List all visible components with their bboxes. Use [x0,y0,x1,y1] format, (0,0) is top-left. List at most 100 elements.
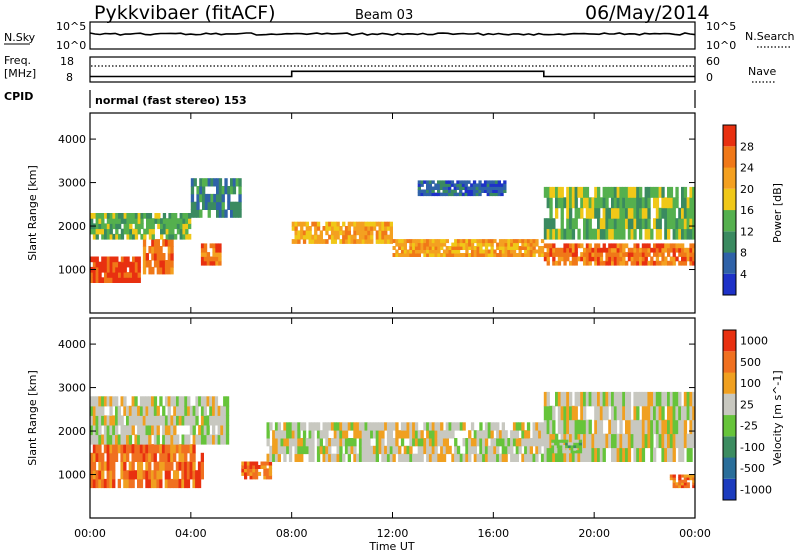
heatmap-cell [150,444,155,454]
heatmap-cell [384,445,388,455]
heatmap-cell [145,260,149,268]
heatmap-cell [316,430,321,439]
heatmap-cell [123,470,127,480]
heatmap-cell [461,183,466,187]
heatmap-cell [524,239,528,244]
heatmap-cell [647,207,651,219]
heatmap-cell [493,438,497,447]
heatmap-cell [300,445,304,455]
heatmap-cell [437,438,441,447]
heatmap-cell [200,252,205,257]
heatmap-cell [176,405,180,416]
heatmap-cell [650,260,654,266]
heatmap-cell [482,239,486,244]
heatmap-cell [109,425,113,436]
heatmap-cell [168,228,172,235]
heatmap-cell [565,442,569,446]
heatmap-cell [207,201,211,210]
heatmap-cell [217,415,221,426]
heatmap-cell [566,252,570,257]
heatmap-cell [302,230,307,236]
heatmap-cell [378,239,382,244]
colorbar-tick-label: 1000 [740,335,768,348]
heatmap-cell [588,433,592,449]
heatmap-cell [503,189,507,193]
heatmap-cell [95,233,99,240]
heatmap-cell [95,213,99,219]
heatmap-cell [202,193,206,203]
heatmap-cell [375,422,379,431]
heatmap-cell [540,453,545,462]
heatmap-cell [230,201,234,210]
heatmap-cell [230,186,234,195]
heatmap-cell [420,246,424,250]
heatmap-cell [142,425,146,436]
heatmap-cell [120,261,125,268]
heatmap-cell [521,253,525,257]
heatmap-cell [164,260,169,268]
heatmap-cell [549,218,553,230]
heatmap-cell [364,226,368,231]
heatmap-cell [112,396,116,407]
heatmap-cell [456,445,461,455]
heatmap-cell [675,405,679,421]
heatmap-cell [686,218,690,230]
heatmap-cell [658,419,662,435]
heatmap-cell [570,445,574,449]
heatmap-cell [129,218,133,224]
heatmap-cell [214,405,219,416]
heatmap-cell [563,197,567,209]
heatmap-cell [305,438,309,447]
heatmap-cell [633,247,637,253]
heatmap-cell [288,445,293,455]
heatmap-cell [179,228,183,235]
heatmap-cell [358,453,363,462]
heatmap-cell [585,228,590,240]
heatmap-cell [232,178,237,187]
heatmap-cell [342,230,346,236]
heatmap-cell [218,252,222,257]
heatmap-cell [106,470,110,480]
heatmap-cell [350,234,354,240]
heatmap-cell [339,239,343,244]
heatmap-cell [557,186,562,198]
heatmap-cell [400,430,405,439]
x-tick-label: 04:00 [175,527,207,540]
nsky-frame [89,21,696,50]
heatmap-cell [179,223,183,230]
heatmap-cell [639,447,643,462]
heatmap-cell [153,415,158,426]
heatmap-cell [630,228,634,240]
heatmap-cell [167,452,171,462]
heatmap-cell [252,468,256,473]
heatmap-cell [605,252,609,257]
heatmap-cell [170,246,174,254]
heatmap-cell [184,434,188,445]
heatmap-cell [319,438,323,447]
heatmap-cell [597,252,601,257]
heatmap-cell [555,186,559,198]
heatmap-cell [148,260,152,268]
heatmap-cell [532,422,536,431]
heatmap-cell [489,192,493,197]
heatmap-cell [417,189,421,193]
heatmap-cell [171,223,175,230]
heatmap-cell [417,445,421,455]
heatmap-cell [389,422,393,431]
heatmap-cell [406,253,410,257]
heatmap-cell [420,239,424,244]
heatmap-cell [426,253,430,257]
heatmap-cell [661,419,665,435]
heatmap-cell [106,272,111,278]
heatmap-cell [655,419,660,435]
heatmap-cell [347,226,351,231]
heatmap-cell [546,391,550,407]
heatmap-cell [123,461,127,471]
heatmap-cell [168,213,172,219]
heatmap-cell [526,242,531,247]
heatmap-cell [510,249,514,254]
axes: 00:00 04:00 08:00 12:00 16:00 20:00 00:0010002… [58,113,711,540]
heatmap-cell [543,405,548,421]
heatmap-cell [578,445,583,449]
heatmap-cell [476,249,480,254]
